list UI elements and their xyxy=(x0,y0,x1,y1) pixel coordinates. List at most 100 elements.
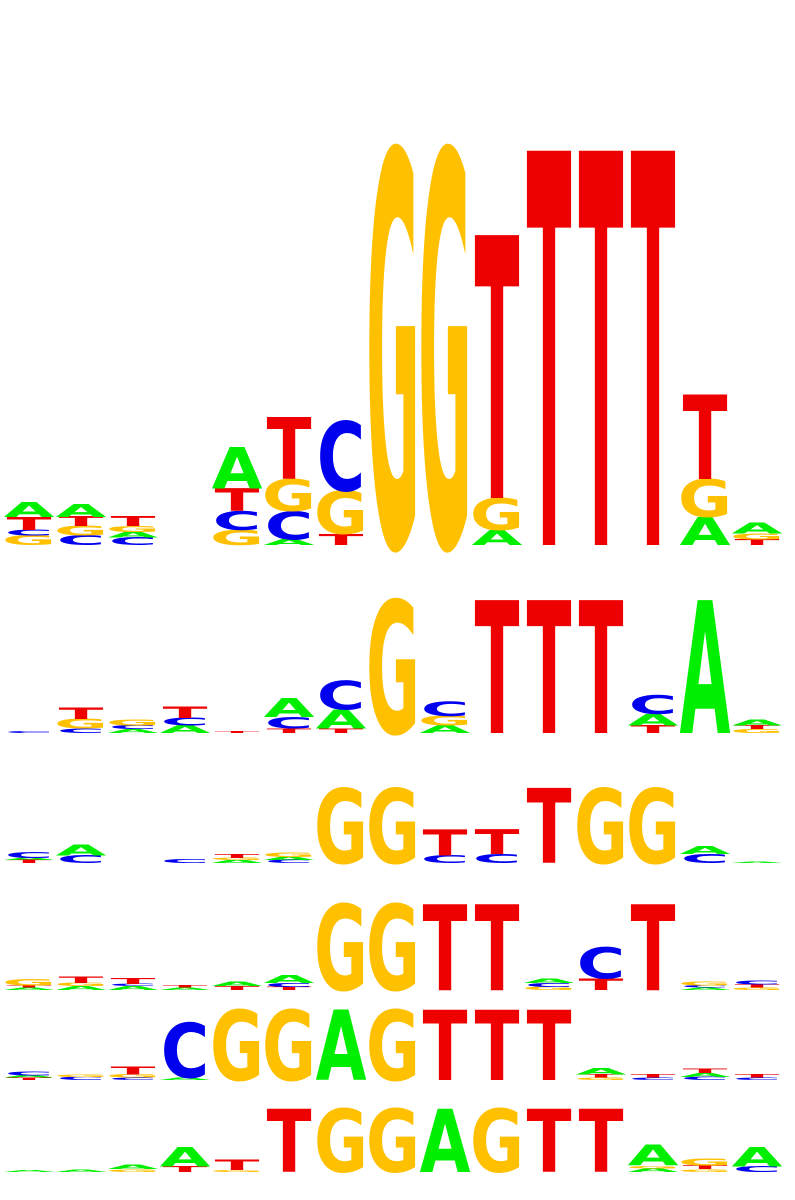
logo-letter-t: T xyxy=(111,977,156,986)
logo-letter-t: T xyxy=(7,1077,52,1081)
logo-letter-c: C xyxy=(109,983,157,987)
logo-letter-t: T xyxy=(475,565,520,777)
logo-letter-c: C xyxy=(681,852,729,866)
logo-letter-t: T xyxy=(423,883,468,1019)
logo-letter-g: G xyxy=(210,857,264,861)
logo-letter-t: T xyxy=(7,985,52,989)
logo-letter-c: C xyxy=(57,727,105,735)
logo-letter-t: T xyxy=(579,1093,624,1193)
logo-letter-a: A xyxy=(420,1093,471,1193)
logo-letter-g: G xyxy=(54,524,108,539)
logo-letter-c: C xyxy=(265,859,313,864)
logo-letter-g: G xyxy=(366,1093,420,1193)
logo-letter-a: A xyxy=(732,861,783,863)
logo-letter-t: T xyxy=(215,853,260,859)
logo-letter-t: T xyxy=(475,823,520,863)
logo-letter-a: A xyxy=(628,711,679,729)
logo-letter-c: C xyxy=(265,504,313,549)
logo-letter-g: G xyxy=(626,1165,680,1169)
logo-letter-t: T xyxy=(579,565,624,777)
logo-letter-t: T xyxy=(215,1157,261,1174)
logo-letter-g: G xyxy=(678,1168,732,1172)
logo-letter-g: G xyxy=(366,565,420,777)
logo-letter-c: C xyxy=(525,982,573,988)
logo-letter-g: G xyxy=(106,525,160,534)
logo-letter-t: T xyxy=(579,976,624,994)
logo-letter-a: A xyxy=(732,718,783,727)
logo-letter-g: G xyxy=(730,532,784,541)
logo-letter-c: C xyxy=(421,854,469,866)
logo-letter-g: G xyxy=(522,986,576,991)
logo-letter-a: A xyxy=(56,500,108,521)
logo-letter-t: T xyxy=(579,42,624,672)
logo-letter-c: C xyxy=(57,854,105,866)
logo-letter-c: C xyxy=(109,1077,157,1081)
logo-letter-g: G xyxy=(210,992,264,1103)
logo-letter-c: C xyxy=(421,698,469,721)
logo-letter-t: T xyxy=(631,723,676,735)
logo-letter-g: G xyxy=(470,490,524,541)
logo-letter-a: A xyxy=(56,1168,107,1172)
logo-letter-t: T xyxy=(215,985,260,991)
logo-letter-g: G xyxy=(626,769,680,888)
logo-letter-g: G xyxy=(314,883,368,1019)
logo-letter-a: A xyxy=(212,437,263,503)
logo-letter-c: C xyxy=(265,982,313,988)
logo-letter-t: T xyxy=(631,883,676,1019)
logo-letter-g: G xyxy=(574,769,628,888)
logo-letter-a: A xyxy=(108,985,159,991)
logo-letter-t: T xyxy=(475,992,520,1103)
logo-letter-t: T xyxy=(423,823,468,864)
logo-letter-a: A xyxy=(160,1141,211,1173)
logo-letter-c: C xyxy=(5,1070,53,1076)
logo-letter-t: T xyxy=(475,883,520,1019)
logo-letter-t: T xyxy=(111,1065,156,1077)
logo-letter-g: G xyxy=(2,533,56,548)
logo-letter-g: G xyxy=(366,769,420,888)
logo-letter-g: G xyxy=(418,714,472,729)
logo-letter-t: T xyxy=(163,1165,208,1174)
logo-letter-a: A xyxy=(4,498,55,522)
logo-letter-c: C xyxy=(213,506,261,536)
logo-letter-t: T xyxy=(319,531,364,549)
logo-letter-g: G xyxy=(314,769,368,888)
logo-letter-t: T xyxy=(631,42,676,672)
logo-letter-c: C xyxy=(629,1077,677,1081)
logo-letter-t: T xyxy=(683,1165,728,1171)
logo-letter-c: C xyxy=(681,985,729,989)
logo-letter-t: T xyxy=(59,515,105,530)
logo-letter-t: T xyxy=(267,986,312,991)
logo-letter-g: G xyxy=(106,1074,160,1079)
logo-letter-a: A xyxy=(680,509,731,554)
logo-letter-t: T xyxy=(267,727,312,735)
logo-letter-a: A xyxy=(264,973,316,985)
logo-letter-c: C xyxy=(57,1076,105,1081)
logo-letter-g: G xyxy=(678,980,732,986)
logo-letter-a: A xyxy=(56,842,107,860)
logo-letter-g: G xyxy=(210,1169,264,1172)
logo-letter-t: T xyxy=(735,538,780,547)
logo-letter-g: G xyxy=(2,978,56,988)
logo-letter-a: A xyxy=(212,859,263,864)
logo-letter-c: C xyxy=(5,529,53,538)
logo-letter-a: A xyxy=(732,520,783,538)
logo-letter-g: G xyxy=(730,728,784,734)
logo-letter-g: G xyxy=(262,992,316,1103)
logo-letter-a: A xyxy=(212,980,263,987)
logo-letter-c: C xyxy=(629,690,677,720)
logo-letter-a: A xyxy=(4,857,55,861)
logo-letter-g: G xyxy=(210,526,264,550)
logo-letter-t: T xyxy=(579,1074,624,1079)
logo-letter-t: T xyxy=(7,513,52,534)
logo-letter-t: T xyxy=(59,705,104,723)
logo-letter-g: G xyxy=(314,479,368,548)
logo-letter-t: T xyxy=(215,731,260,734)
logo-letter-g: G xyxy=(106,1168,160,1172)
logo-letter-a: A xyxy=(56,985,107,991)
logo-letter-a: A xyxy=(316,992,367,1103)
logo-letter-a: A xyxy=(472,526,523,550)
